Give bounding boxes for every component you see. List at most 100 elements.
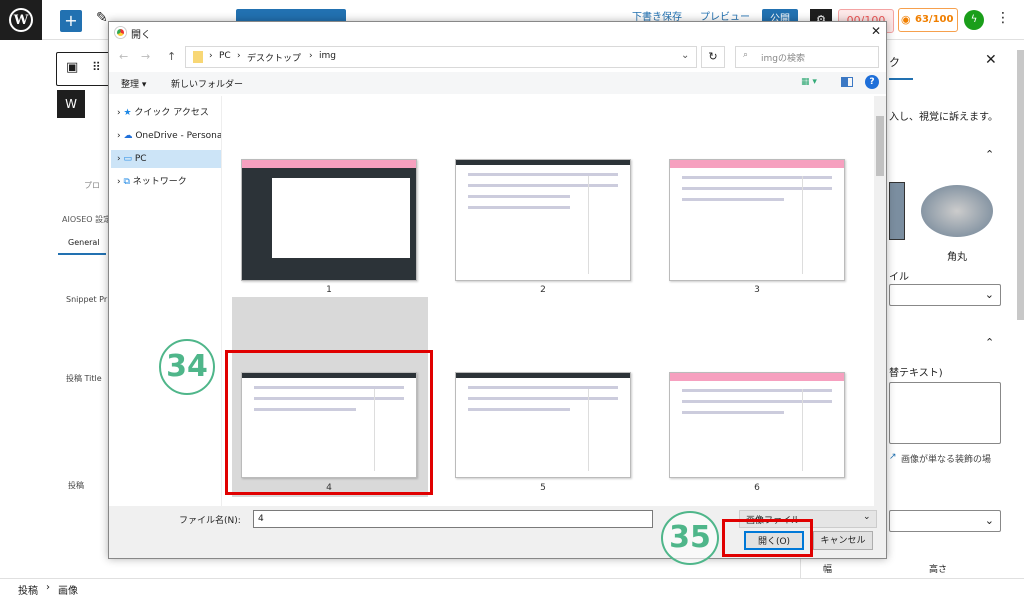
path-desktop[interactable]: デスクトップ: [247, 54, 302, 64]
collapse-styles-icon[interactable]: ⌃: [985, 148, 995, 161]
default-style-label: イル: [889, 272, 909, 283]
score-text: 63/100: [915, 14, 954, 25]
options-menu-icon[interactable]: ⋮: [996, 10, 1010, 26]
command-bar: [109, 72, 886, 94]
close-sidebar-icon[interactable]: ✕: [985, 52, 997, 68]
width-label: 幅: [823, 565, 833, 575]
dialog-title: 開く: [131, 30, 151, 41]
sidebar-scrollbar[interactable]: [1017, 50, 1024, 320]
file-thumbnail-6[interactable]: [669, 372, 845, 478]
preview-pane-icon[interactable]: [841, 77, 853, 87]
snippet-preview-label: Snippet Pr: [66, 295, 108, 304]
path-sep-icon: ›: [237, 51, 241, 61]
highlight-open-button: [722, 519, 813, 557]
pro-text: プロ: [84, 181, 100, 190]
nav-pc[interactable]: › ▭ PC: [111, 150, 221, 168]
scroll-thumb[interactable]: [876, 116, 884, 176]
folder-icon: [193, 51, 203, 63]
chevron-down-icon: ⌄: [863, 512, 871, 522]
external-link-icon: ↗: [889, 452, 897, 462]
style-rounded-label: 角丸: [947, 252, 967, 263]
path-sep-icon: ›: [209, 51, 213, 61]
path-img[interactable]: img: [319, 51, 336, 61]
height-label: 高さ: [929, 565, 948, 575]
step-34-marker: 34: [159, 339, 215, 395]
refresh-button[interactable]: ↻: [701, 46, 725, 68]
file-thumbnail-3[interactable]: [669, 159, 845, 281]
wordpress-logo[interactable]: W: [0, 0, 42, 40]
alt-help-text[interactable]: 画像が単なる装飾の場: [901, 455, 992, 465]
drag-handle-icon[interactable]: ⠿: [92, 60, 101, 74]
nav-network[interactable]: › ⧉ ネットワーク: [117, 177, 187, 187]
file-thumbnail-1[interactable]: [241, 159, 417, 281]
path-sep-icon: ›: [309, 51, 313, 61]
post-title-label: 投稿 Title: [66, 374, 102, 383]
post-label: 投稿: [68, 481, 84, 490]
file-thumbnail-2[interactable]: [455, 159, 631, 281]
open-button[interactable]: 開く(O): [744, 531, 804, 550]
search-input[interactable]: [735, 46, 879, 68]
style-preview-rounded[interactable]: [921, 185, 993, 237]
address-bar[interactable]: [185, 46, 697, 68]
organize-menu[interactable]: 整理 ▾: [121, 80, 147, 90]
breadcrumb-separator-icon: ›: [46, 582, 50, 593]
file-name-6: 6: [754, 483, 760, 493]
search-icon: ⌕: [743, 50, 749, 60]
file-name-3: 3: [754, 285, 760, 295]
block-description: 入し、視覚に訴えます。: [889, 112, 998, 123]
nav-onedrive[interactable]: › ☁ OneDrive - Personal: [111, 127, 221, 145]
add-block-button[interactable]: +: [60, 10, 82, 32]
command-button[interactable]: [236, 9, 346, 23]
nav-label: ネットワーク: [132, 177, 187, 187]
monitor-icon: ▭: [123, 154, 132, 164]
sidebar-tab-block[interactable]: ク: [889, 54, 913, 80]
nav-label: OneDrive - Personal: [135, 131, 221, 141]
file-open-dialog: 開く ✕ ← → ↑ › PC › デスクトップ › img ⌄ ↻ ⌕ img…: [108, 21, 887, 559]
forward-button[interactable]: →: [141, 50, 151, 63]
style-preview-default[interactable]: [889, 182, 905, 240]
alt-text-textarea[interactable]: [889, 382, 1001, 444]
breadcrumb: [0, 578, 1024, 598]
file-thumbnail-5[interactable]: [455, 372, 631, 478]
nav-label: PC: [134, 154, 147, 164]
breadcrumb-image[interactable]: 画像: [58, 586, 78, 597]
target-icon: ◉: [901, 13, 911, 26]
navigation-pane: › ★ クイック アクセス › ☁ OneDrive - Personal › …: [109, 96, 222, 506]
highlight-selected-file: [225, 350, 433, 495]
help-icon[interactable]: ?: [865, 75, 879, 89]
filename-label: ファイル名(N):: [179, 516, 241, 526]
chrome-icon: [115, 27, 126, 38]
edit-icon[interactable]: ✎: [96, 10, 108, 26]
close-dialog-button[interactable]: ✕: [871, 24, 882, 38]
default-style-select[interactable]: ⌄: [889, 284, 1001, 306]
file-thumbnail-4[interactable]: [241, 372, 417, 478]
image-block-icon[interactable]: ▣: [66, 60, 79, 75]
filename-input[interactable]: 4: [253, 510, 653, 528]
collapse-settings-icon[interactable]: ⌃: [985, 336, 995, 349]
file-name-1: 1: [326, 285, 332, 295]
preview-link[interactable]: プレビュー: [700, 12, 750, 23]
path-pc[interactable]: PC: [219, 51, 231, 61]
search-placeholder: imgの検索: [761, 54, 805, 64]
file-name-4: 4: [326, 483, 332, 493]
view-options-icon[interactable]: ▦ ▾: [801, 77, 817, 87]
wordpress-small-logo: W: [57, 90, 85, 118]
save-draft-link[interactable]: 下書き保存: [632, 12, 682, 23]
cloud-icon: ☁: [123, 131, 133, 141]
resolution-select[interactable]: ⌄: [889, 510, 1001, 532]
step-35-marker: 35: [661, 511, 719, 565]
up-button[interactable]: ↑: [167, 50, 177, 63]
cancel-button[interactable]: キャンセル: [813, 531, 873, 550]
performance-icon[interactable]: ϟ: [964, 10, 984, 30]
breadcrumb-post[interactable]: 投稿: [18, 586, 38, 597]
tab-general[interactable]: General: [58, 236, 106, 255]
aioseo-score-badge[interactable]: [898, 8, 958, 32]
new-folder-button[interactable]: 新しいフォルダー: [171, 80, 244, 90]
network-icon: ⧉: [123, 177, 130, 187]
nav-quick-access[interactable]: › ★ クイック アクセス: [117, 108, 209, 118]
file-list-scrollbar[interactable]: [874, 96, 886, 506]
back-button[interactable]: ←: [119, 50, 129, 63]
address-dropdown-icon[interactable]: ⌄: [681, 50, 690, 61]
alt-text-label: 替テキスト): [889, 368, 943, 379]
star-icon: ★: [123, 108, 132, 118]
